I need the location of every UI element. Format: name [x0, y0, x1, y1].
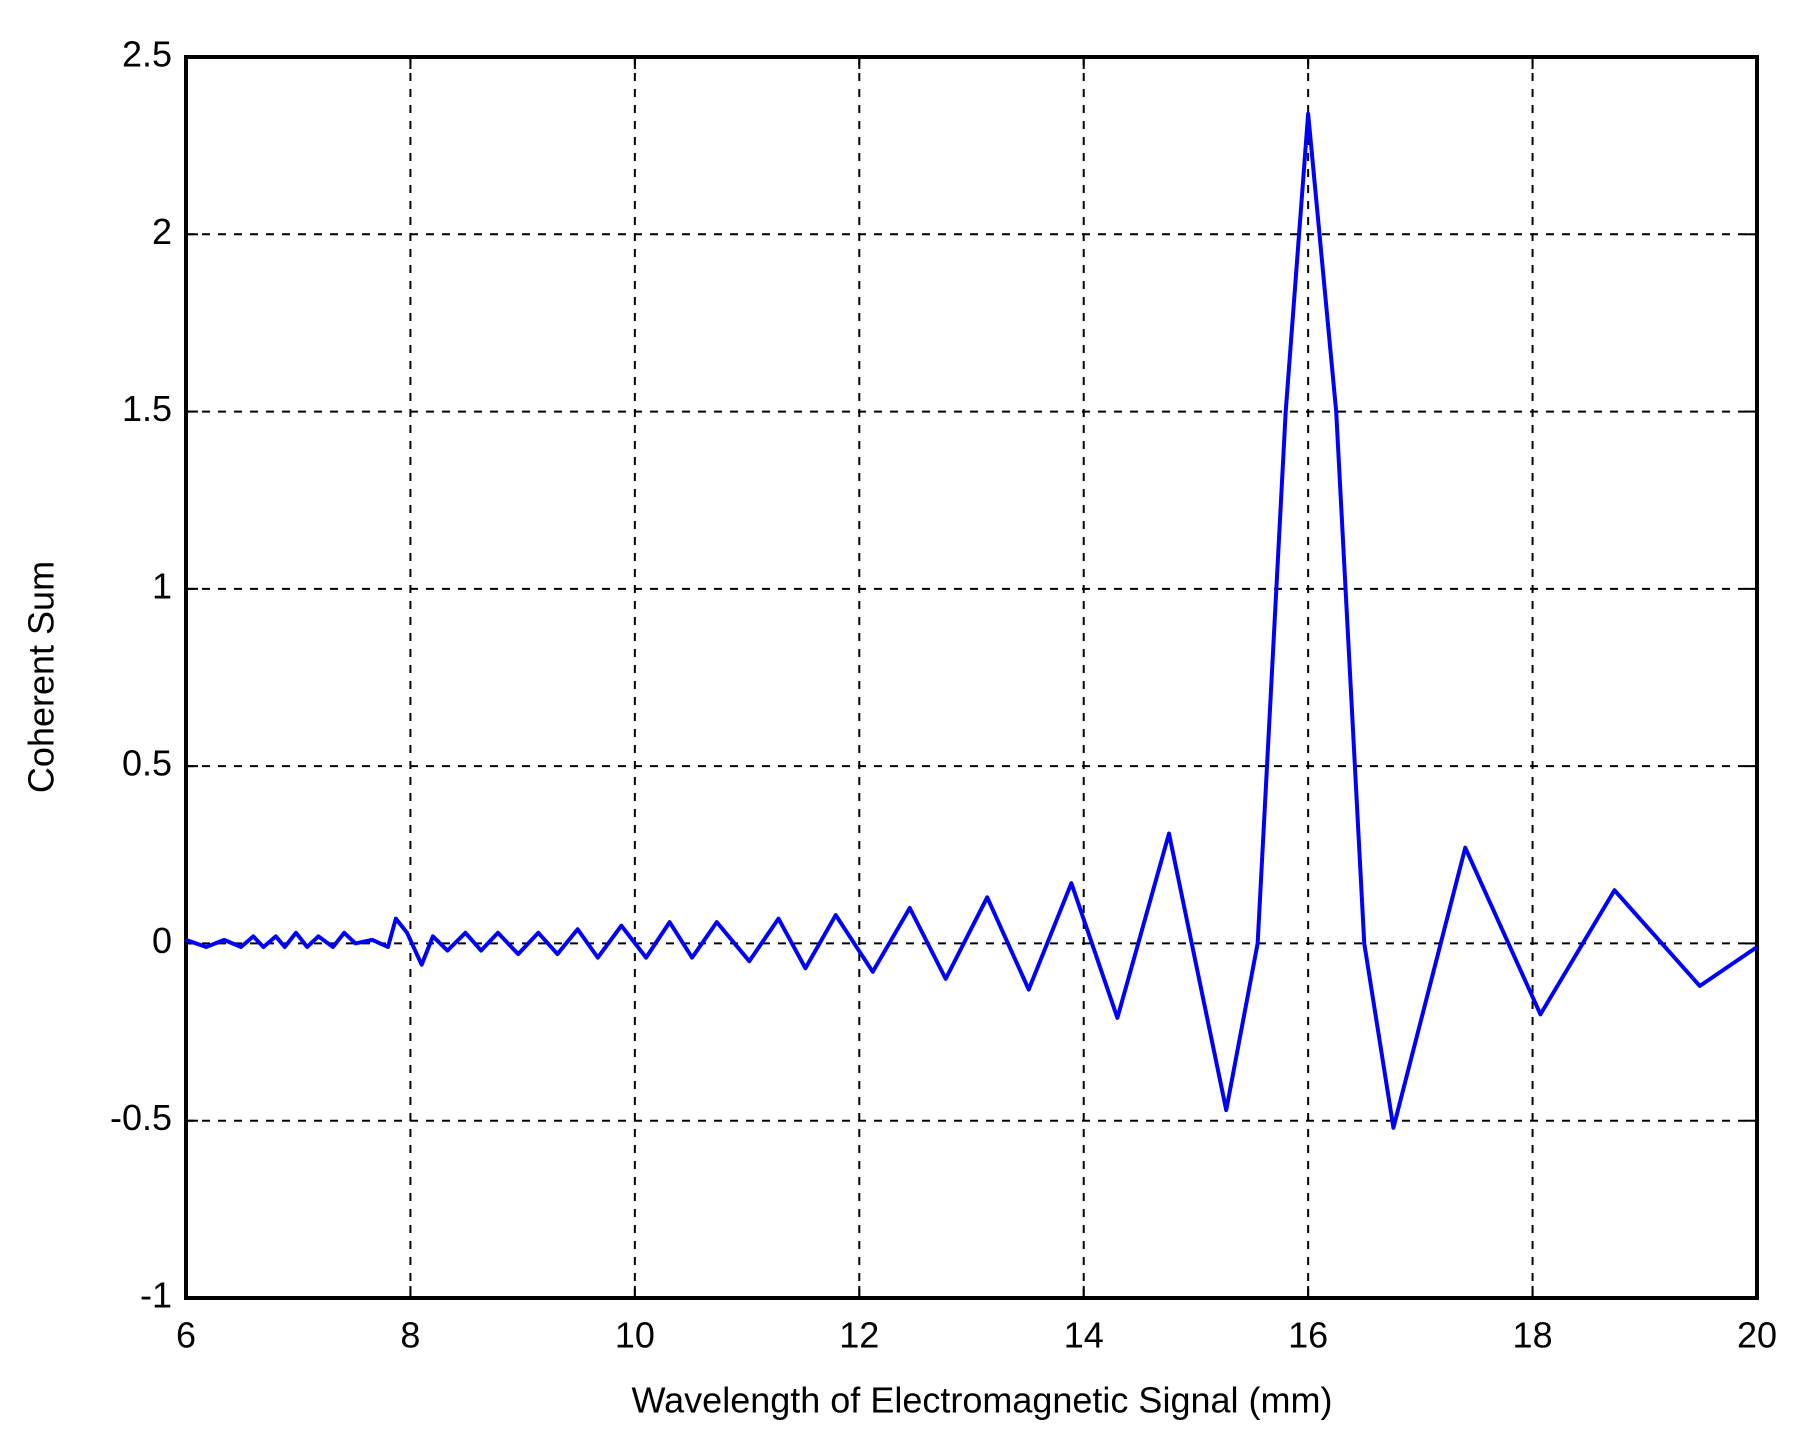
- y-tick-label: 1.5: [122, 388, 172, 429]
- data-line: [185, 111, 1759, 1130]
- y-tick-label: 2: [152, 211, 172, 252]
- plot-frame: [184, 55, 1759, 1300]
- y-tick-label: -1: [140, 1275, 172, 1316]
- y-tick-label: -0.5: [110, 1097, 172, 1138]
- y-tick-label: 2.5: [122, 34, 172, 75]
- x-axis-label: Wavelength of Electromagnetic Signal (mm…: [632, 1380, 1333, 1421]
- y-axis-label: Coherent Sum: [21, 561, 62, 793]
- y-tick-label: 1: [152, 565, 172, 606]
- x-tick-label: 10: [615, 1315, 655, 1356]
- x-tick-label: 14: [1064, 1315, 1104, 1356]
- x-tick-label: 12: [839, 1315, 879, 1356]
- x-tick-label: 16: [1288, 1315, 1328, 1356]
- x-tick-label: 6: [176, 1315, 196, 1356]
- x-tick-label: 18: [1513, 1315, 1553, 1356]
- x-tick-label: 8: [400, 1315, 420, 1356]
- y-tick-label: 0.5: [122, 743, 172, 784]
- y-tick-label: 0: [152, 920, 172, 961]
- x-tick-label: 20: [1737, 1315, 1777, 1356]
